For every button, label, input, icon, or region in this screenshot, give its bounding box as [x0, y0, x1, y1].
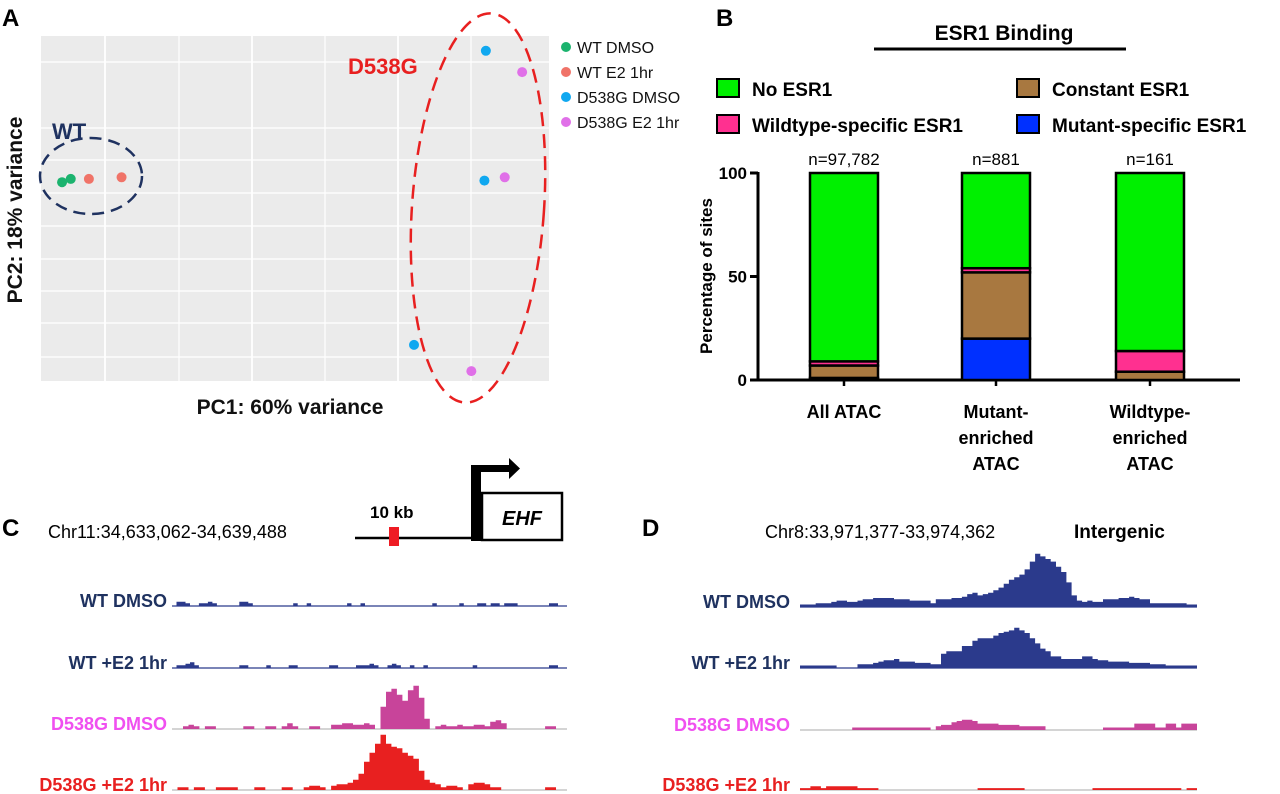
panel-d-annotation: Intergenic: [1074, 522, 1165, 543]
wt-group-label: WT: [52, 119, 87, 144]
pca-plot: WT D538G PC1: 60% variance PC2: 18% vari…: [4, 12, 680, 419]
tss-bar: [471, 465, 481, 541]
track-signal-wt-e2-1hr: [172, 662, 567, 668]
legend-label-d538g-dmso: D538G DMSO: [577, 90, 680, 107]
panel-b-letter: B: [716, 5, 733, 32]
pca-legend: WT DMSO WT E2 1hr D538G DMSO D538G E2 1hr: [561, 40, 680, 132]
legend-label-mutant-specific-esr1: Mutant-specific ESR1: [1052, 116, 1247, 137]
bar-n-label: n=97,782: [808, 150, 879, 169]
track-signal-d538g-e2-1hr: [172, 734, 567, 790]
panel-c-region: Chr11:34,633,062-34,639,488: [48, 522, 287, 542]
pca-x-axis-label: PC1: 60% variance: [197, 396, 384, 419]
bar-n-label: n=161: [1126, 150, 1174, 169]
track-label: WT DMSO: [703, 592, 790, 612]
pca-point-d538g-e2-1hr: [466, 366, 477, 377]
panel-d-region: Chr8:33,971,377-33,974,362: [765, 522, 995, 542]
bar-segment-no-esr1: [808, 171, 880, 363]
legend-swatch-no-esr1: [716, 78, 740, 98]
track-signal-d538g-e2-1hr: [800, 786, 1197, 790]
track-signal-wt-dmso: [800, 553, 1197, 607]
x-category-label: ATAC: [972, 454, 1019, 474]
track-signal-wt-e2-1hr: [800, 627, 1197, 668]
panel-d-intergenic-tracks: Chr8:33,971,377-33,974,362 Intergenic WT…: [662, 522, 1197, 794]
panel-c-letter: C: [2, 515, 19, 542]
esr1-stacked-bar-chart: ESR1 Binding No ESR1 Constant ESR1 Wildtyp…: [697, 22, 1247, 474]
x-category-label: All ATAC: [807, 402, 882, 422]
x-category-label: Wildtype-: [1110, 402, 1191, 422]
track-label: D538G DMSO: [674, 715, 790, 735]
bar-segment-no-esr1: [960, 171, 1032, 270]
y-tick-label: 100: [719, 164, 747, 183]
wt-group-ellipse: [38, 136, 144, 216]
bar-segment-constant-esr1: [808, 364, 880, 380]
track-signal-wt-dmso: [172, 601, 567, 606]
y-tick-label: 0: [738, 371, 747, 390]
track-label: WT +E2 1hr: [691, 653, 790, 673]
bar-segment-wildtype-specific-esr1: [1114, 349, 1186, 373]
legend-dot-wt-dmso: [561, 42, 571, 52]
track-label: D538G +E2 1hr: [662, 775, 790, 794]
pca-point-d538g-dmso: [480, 45, 491, 56]
bar-segment-no-esr1: [1114, 171, 1186, 353]
bar-y-axis-label: Percentage of sites: [697, 198, 716, 354]
scale-label: 10 kb: [370, 503, 413, 522]
track-signal-d538g-dmso: [800, 719, 1197, 730]
pca-point-d538g-e2-1hr: [517, 67, 528, 78]
pca-point-wt-dmso: [57, 177, 68, 188]
panel-c-tracks: WT DMSO WT +E2 1hr D538G DMSO D538G +E2 1hr: [39, 591, 567, 794]
track-label: D538G +E2 1hr: [39, 775, 167, 794]
bar-segment-mutant-specific-esr1: [960, 337, 1032, 382]
pca-points: [57, 45, 528, 377]
track-signal-d538g-dmso: [172, 685, 567, 729]
pca-point-d538g-dmso: [409, 339, 420, 350]
y-tick-label: 50: [728, 268, 747, 287]
legend-label-wildtype-specific-esr1: Wildtype-specific ESR1: [752, 116, 963, 137]
bar-segment-constant-esr1: [960, 271, 1032, 340]
bar-n-label: n=881: [972, 150, 1020, 169]
legend-swatch-wildtype-specific-esr1: [716, 114, 740, 134]
x-category-label: Mutant-: [964, 402, 1029, 422]
tss-arrow-icon: [509, 458, 520, 479]
atac-peak-marker: [389, 527, 399, 546]
legend-dot-wt-e2-1hr: [561, 67, 571, 77]
pca-y-axis-label: PC2: 18% variance: [4, 117, 27, 304]
legend-label-no-esr1: No ESR1: [752, 80, 833, 101]
x-category-label: enriched: [1112, 428, 1187, 448]
legend-label-constant-esr1: Constant ESR1: [1052, 80, 1190, 101]
legend-swatch-mutant-specific-esr1: [1016, 114, 1040, 134]
pca-point-d538g-e2-1hr: [499, 172, 510, 183]
tss-arrow-shaft: [471, 465, 511, 472]
track-label: WT +E2 1hr: [68, 653, 167, 673]
pca-gridlines: [41, 36, 549, 381]
legend-dot-d538g-e2-1hr: [561, 117, 571, 127]
legend-label-d538g-e2-1hr: D538G E2 1hr: [577, 115, 680, 132]
bar-bars: n=97,782 All ATAC n=881 Mutant-enriched ATAC…: [807, 150, 1191, 474]
panel-c-ehf-tracks: Chr11:34,633,062-34,639,488 10 kb EHF WT…: [39, 458, 567, 794]
legend-label-wt-dmso: WT DMSO: [577, 40, 654, 57]
d538g-group-label: D538G: [348, 54, 418, 79]
ehf-gene-box: [480, 491, 564, 542]
panel-a-letter: A: [2, 5, 19, 32]
pca-point-d538g-dmso: [479, 175, 490, 186]
d538g-group-ellipse: [409, 12, 547, 404]
track-label: D538G DMSO: [51, 714, 167, 734]
panel-d-tracks: WT DMSO WT +E2 1hr D538G DMSO D538G +E2 1hr: [662, 553, 1197, 794]
bar-legend: No ESR1 Constant ESR1 Wildtype-specific ES…: [716, 78, 1247, 137]
legend-swatch-constant-esr1: [1016, 78, 1040, 98]
pca-point-wt-e2-1hr: [83, 173, 94, 184]
track-label: WT DMSO: [80, 591, 167, 611]
x-category-label: ATAC: [1126, 454, 1173, 474]
bar-chart-title: ESR1 Binding: [935, 22, 1074, 45]
pca-point-wt-e2-1hr: [116, 172, 127, 183]
gene-name: EHF: [502, 508, 543, 530]
x-category-label: enriched: [958, 428, 1033, 448]
legend-dot-d538g-dmso: [561, 92, 571, 102]
pca-point-wt-dmso: [65, 173, 76, 184]
panel-d-letter: D: [642, 515, 659, 542]
legend-label-wt-e2-1hr: WT E2 1hr: [577, 65, 654, 82]
